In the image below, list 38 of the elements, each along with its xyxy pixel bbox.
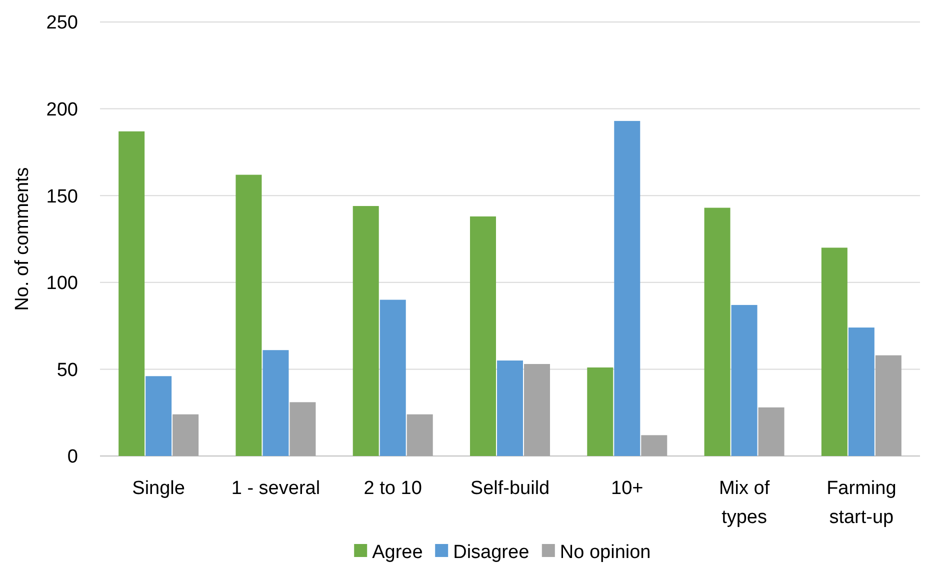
x-tick-label: Farming start-up	[826, 478, 896, 528]
bar	[470, 216, 496, 456]
bar	[641, 435, 668, 456]
bar	[524, 364, 550, 456]
bar	[731, 304, 758, 456]
bar	[406, 414, 433, 456]
bar	[290, 402, 316, 456]
y-tick-label: 250	[46, 12, 78, 34]
bar	[146, 376, 172, 456]
bar	[497, 360, 523, 456]
bar	[614, 120, 640, 456]
y-tick-label: 150	[46, 186, 78, 208]
y-axis-title: No. of comments	[12, 167, 33, 311]
x-tick-label: Single	[132, 478, 185, 499]
bar	[758, 407, 784, 456]
x-tick-label: Self-build	[470, 478, 550, 499]
legend-label: Agree	[372, 542, 423, 563]
bar	[848, 328, 874, 456]
x-tick-label: 2 to 10	[364, 478, 422, 499]
bar	[262, 350, 289, 456]
bar	[875, 355, 902, 456]
bar	[704, 208, 730, 456]
bar	[236, 174, 262, 456]
y-tick-label: 100	[46, 273, 78, 294]
y-tick-label: 200	[46, 99, 78, 120]
bar	[172, 414, 199, 456]
x-tick-label: Mix of types	[718, 478, 770, 528]
bar	[380, 300, 406, 456]
x-tick-label: 10+	[611, 478, 644, 499]
y-tick-label: 50	[56, 360, 78, 381]
bar	[352, 206, 379, 456]
legend-label: No opinion	[560, 542, 651, 563]
bar	[821, 248, 848, 456]
y-tick-label: 0	[67, 446, 78, 468]
bar	[118, 131, 145, 456]
x-tick-label: 1 - several	[231, 478, 320, 499]
legend-label: Disagree	[453, 542, 530, 563]
bar	[587, 367, 614, 456]
